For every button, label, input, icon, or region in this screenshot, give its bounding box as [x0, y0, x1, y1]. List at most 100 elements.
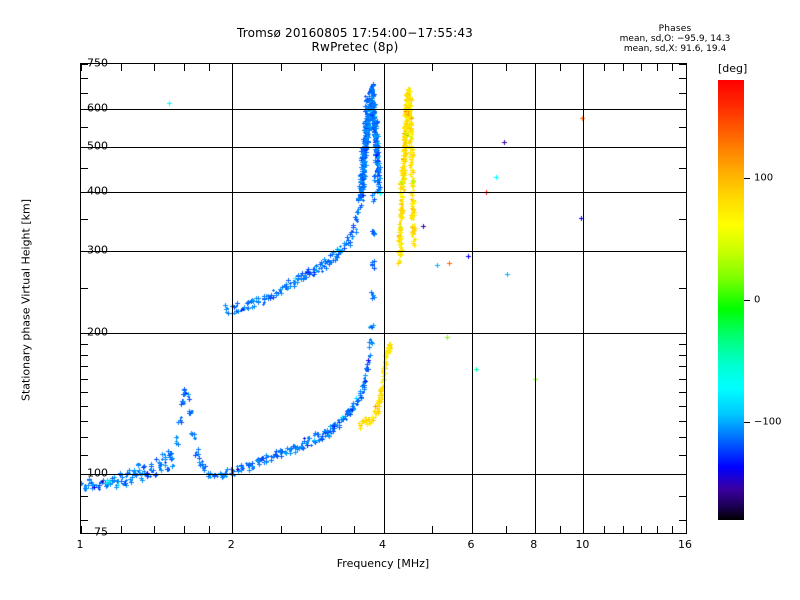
axis-tick — [604, 64, 605, 71]
scatter-plot-canvas — [81, 64, 686, 533]
axis-tick — [535, 64, 536, 71]
axis-tick — [432, 526, 433, 533]
axis-tick — [384, 526, 385, 533]
x-axis-tick-label: 10 — [575, 538, 590, 551]
phase-stats-o-mode: mean, sd,O: −95.9, 14.3 — [619, 34, 731, 44]
colorbar-gradient — [718, 80, 744, 520]
axis-tick — [679, 421, 686, 422]
axis-tick — [81, 64, 88, 65]
axis-tick — [81, 93, 88, 94]
axis-tick — [81, 64, 82, 71]
axis-tick — [679, 127, 686, 128]
axis-tick — [679, 109, 686, 110]
y-axis-tick-label: 200 — [87, 325, 108, 339]
axis-tick — [81, 455, 88, 456]
axis-tick — [672, 64, 673, 71]
y-axis-tick-label: 750 — [87, 56, 108, 70]
axis-tick — [81, 147, 88, 148]
axis-tick — [81, 474, 88, 475]
axis-tick — [81, 288, 88, 289]
gridline-horizontal — [81, 109, 686, 110]
axis-tick — [679, 78, 686, 79]
phase-stats-x-mode: mean, sd,X: 91.6, 19.4 — [623, 44, 727, 54]
axis-tick — [81, 333, 88, 334]
axis-tick — [506, 526, 507, 533]
y-axis-tick-label: 75 — [94, 525, 108, 539]
axis-tick — [321, 526, 322, 533]
x-axis-tick-label: 1 — [76, 538, 84, 551]
axis-tick — [679, 344, 686, 345]
x-axis-tick-label: 8 — [530, 538, 538, 551]
axis-tick — [604, 526, 605, 533]
axis-tick — [81, 406, 88, 407]
axis-tick — [641, 526, 642, 533]
phase-stats-annotation: Phases mean, sd,O: −95.9, 14.3 mean, sd,… — [570, 24, 780, 54]
axis-tick — [232, 526, 233, 533]
axis-tick — [354, 64, 355, 71]
gridline-horizontal — [81, 333, 686, 334]
axis-tick — [281, 526, 282, 533]
axis-tick — [679, 392, 686, 393]
axis-tick — [679, 147, 686, 148]
chart-title-block: Tromsø 20160805 17:54:00−17:55:43 RwPret… — [0, 26, 710, 54]
axis-tick — [657, 64, 658, 71]
axis-tick — [81, 379, 88, 380]
axis-tick — [560, 526, 561, 533]
axis-tick — [281, 64, 282, 71]
axis-tick — [686, 526, 687, 533]
axis-tick — [583, 526, 584, 533]
axis-tick — [672, 526, 673, 533]
axis-tick — [209, 64, 210, 71]
axis-tick — [679, 437, 686, 438]
axis-tick — [354, 526, 355, 533]
axis-tick — [679, 251, 686, 252]
phase-stats-header: Phases — [658, 24, 692, 34]
x-axis-tick-label: 16 — [678, 538, 692, 551]
axis-tick — [623, 526, 624, 533]
gridline-horizontal — [81, 474, 686, 475]
axis-tick — [81, 392, 88, 393]
axis-tick — [472, 64, 473, 71]
gridline-vertical — [472, 64, 473, 533]
axis-tick — [184, 64, 185, 71]
chart-subtitle: RwPretec (8p) — [311, 40, 399, 54]
axis-tick — [679, 288, 686, 289]
plot-area — [80, 63, 687, 534]
x-axis-tick-label: 4 — [379, 538, 386, 551]
x-axis-tick-label: 6 — [467, 538, 475, 551]
axis-tick — [560, 64, 561, 71]
axis-tick — [81, 526, 82, 533]
axis-tick — [154, 64, 155, 71]
axis-tick — [81, 251, 88, 252]
axis-tick — [81, 344, 88, 345]
axis-tick — [583, 64, 584, 71]
axis-tick — [657, 526, 658, 533]
axis-tick — [679, 219, 686, 220]
y-axis-tick-label: 100 — [87, 466, 108, 480]
axis-tick — [81, 520, 88, 521]
axis-tick — [321, 64, 322, 71]
axis-tick — [679, 93, 686, 94]
axis-tick — [679, 379, 686, 380]
axis-tick — [232, 64, 233, 71]
axis-tick — [679, 192, 686, 193]
axis-tick — [679, 455, 686, 456]
axis-tick — [209, 526, 210, 533]
axis-tick — [121, 64, 122, 71]
axis-tick — [686, 64, 687, 71]
chart-title: Tromsø 20160805 17:54:00−17:55:43 — [236, 26, 473, 40]
gridline-vertical — [535, 64, 536, 533]
axis-tick — [81, 437, 88, 438]
axis-tick — [81, 219, 88, 220]
axis-tick — [623, 64, 624, 71]
y-axis-title: Stationary phase Virtual Height [km] — [19, 198, 33, 402]
axis-tick — [679, 406, 686, 407]
colorbar-tick — [744, 422, 750, 423]
gridline-vertical — [583, 64, 584, 533]
axis-tick — [641, 64, 642, 71]
axis-tick — [81, 496, 88, 497]
axis-tick — [184, 526, 185, 533]
axis-tick — [81, 78, 88, 79]
y-axis-tick-label: 600 — [87, 101, 108, 115]
axis-tick — [472, 526, 473, 533]
